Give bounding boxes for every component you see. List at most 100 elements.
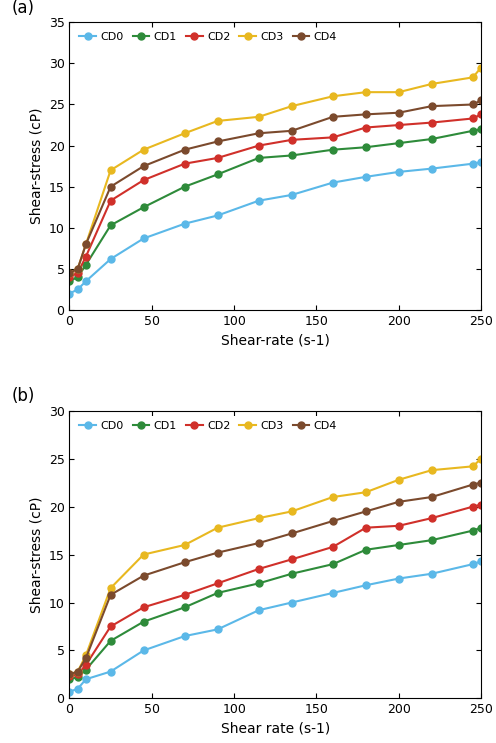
CD4 — [66, 670, 72, 679]
CD1 — [66, 675, 72, 684]
CD3 — [215, 523, 221, 532]
Line: CD2: CD2 — [66, 502, 485, 680]
CD2 — [83, 252, 89, 261]
CD0 — [215, 211, 221, 220]
CD3 — [256, 112, 262, 121]
CD4 — [256, 539, 262, 548]
CD2 — [215, 579, 221, 588]
CD0 — [396, 574, 402, 583]
CD3 — [289, 507, 295, 516]
CD3 — [66, 268, 72, 277]
CD4 — [108, 182, 114, 191]
CD3 — [363, 487, 369, 496]
Line: CD4: CD4 — [66, 97, 485, 276]
CD0 — [140, 646, 146, 655]
CD2 — [75, 268, 81, 277]
CD1 — [256, 579, 262, 588]
CD3 — [108, 584, 114, 593]
CD3 — [429, 80, 434, 88]
CD0 — [182, 219, 187, 228]
CD1 — [363, 143, 369, 152]
CD4 — [478, 96, 484, 105]
CD3 — [429, 466, 434, 475]
CD1 — [429, 134, 434, 143]
Line: CD2: CD2 — [66, 111, 485, 281]
CD1 — [140, 617, 146, 626]
Line: CD0: CD0 — [66, 558, 485, 695]
CD4 — [478, 478, 484, 487]
CD4 — [289, 126, 295, 135]
CD1 — [182, 603, 187, 611]
Y-axis label: Shear-stress (cP): Shear-stress (cP) — [29, 496, 43, 613]
CD4 — [83, 654, 89, 663]
Text: (b): (b) — [12, 387, 35, 405]
CD4 — [363, 507, 369, 516]
CD1 — [83, 260, 89, 269]
CD0 — [108, 255, 114, 264]
CD4 — [75, 265, 81, 273]
Line: CD3: CD3 — [66, 455, 485, 678]
CD3 — [396, 476, 402, 484]
CD4 — [108, 591, 114, 600]
CD2 — [182, 159, 187, 168]
CD0 — [108, 667, 114, 676]
CD1 — [330, 559, 336, 568]
CD0 — [256, 606, 262, 614]
CD3 — [478, 63, 484, 72]
Y-axis label: Shear-stress (cP): Shear-stress (cP) — [29, 108, 43, 224]
CD0 — [66, 289, 72, 298]
CD1 — [478, 125, 484, 134]
CD0 — [256, 196, 262, 205]
CD1 — [289, 151, 295, 160]
CD4 — [83, 240, 89, 249]
CD1 — [363, 545, 369, 554]
CD3 — [83, 240, 89, 249]
CD0 — [478, 557, 484, 565]
Line: CD0: CD0 — [66, 158, 485, 297]
CD4 — [363, 110, 369, 119]
CD0 — [289, 598, 295, 607]
CD2 — [478, 500, 484, 509]
CD3 — [478, 454, 484, 463]
CD2 — [289, 555, 295, 564]
CD2 — [83, 661, 89, 669]
CD4 — [215, 137, 221, 146]
CD0 — [182, 632, 187, 640]
CD4 — [75, 667, 81, 676]
CD0 — [363, 581, 369, 590]
CD1 — [429, 536, 434, 545]
CD3 — [330, 92, 336, 101]
X-axis label: Shear rate (s-1): Shear rate (s-1) — [221, 722, 330, 736]
CD3 — [140, 145, 146, 154]
CD2 — [140, 603, 146, 611]
CD2 — [182, 591, 187, 600]
CD4 — [330, 516, 336, 525]
CD1 — [140, 203, 146, 212]
CD0 — [396, 167, 402, 176]
CD1 — [396, 540, 402, 549]
CD1 — [396, 139, 402, 148]
CD0 — [478, 158, 484, 166]
CD3 — [75, 265, 81, 273]
CD4 — [396, 497, 402, 506]
CD1 — [256, 154, 262, 163]
CD3 — [396, 88, 402, 97]
CD1 — [215, 170, 221, 179]
CD3 — [470, 462, 476, 471]
CD2 — [256, 565, 262, 574]
CD0 — [289, 190, 295, 199]
CD0 — [83, 277, 89, 286]
CD2 — [429, 513, 434, 522]
CD0 — [470, 159, 476, 168]
CD2 — [478, 110, 484, 119]
CD4 — [429, 493, 434, 502]
Line: CD1: CD1 — [66, 126, 485, 285]
CD2 — [330, 133, 336, 142]
Line: CD1: CD1 — [66, 525, 485, 683]
Legend: CD0, CD1, CD2, CD3, CD4: CD0, CD1, CD2, CD3, CD4 — [75, 416, 341, 435]
CD2 — [470, 502, 476, 511]
CD3 — [108, 166, 114, 175]
CD3 — [363, 88, 369, 97]
CD2 — [396, 522, 402, 531]
CD1 — [108, 221, 114, 230]
